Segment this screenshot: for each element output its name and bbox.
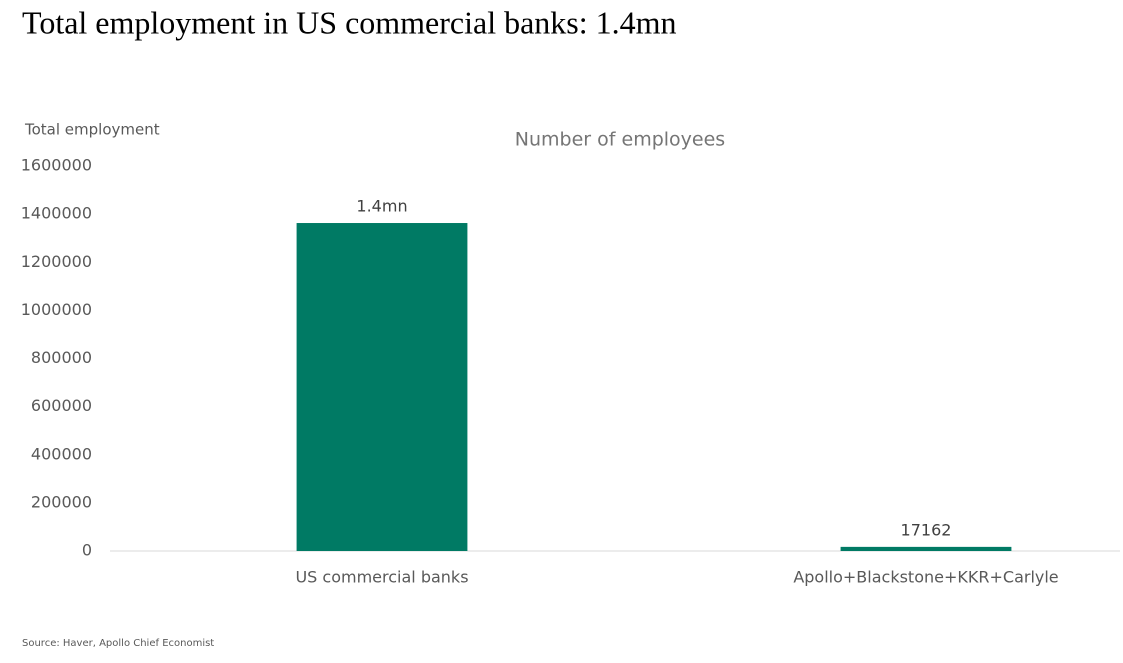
y-tick-label: 0	[82, 541, 92, 560]
y-tick-label: 1600000	[21, 156, 92, 175]
bar	[296, 223, 468, 551]
value-label: 17162	[901, 520, 952, 539]
value-label: 1.4mn	[356, 197, 407, 216]
y-tick-label: 600000	[31, 396, 92, 415]
x-tick-label: US commercial banks	[295, 568, 468, 587]
y-tick-label: 1000000	[21, 300, 92, 319]
y-tick-label: 200000	[31, 492, 92, 511]
y-tick-label: 800000	[31, 348, 92, 367]
chart-title: Total employment in US commercial banks:…	[22, 4, 677, 40]
y-axis-label: Total employment	[24, 121, 160, 139]
y-tick-label: 1200000	[21, 252, 92, 271]
x-tick-label: Apollo+Blackstone+KKR+Carlyle	[793, 568, 1058, 587]
bar	[840, 546, 1012, 551]
y-tick-label: 1400000	[21, 204, 92, 223]
y-tick-label: 400000	[31, 444, 92, 463]
source-note: Source: Haver, Apollo Chief Economist	[22, 638, 214, 649]
chart-subtitle: Number of employees	[515, 129, 725, 151]
